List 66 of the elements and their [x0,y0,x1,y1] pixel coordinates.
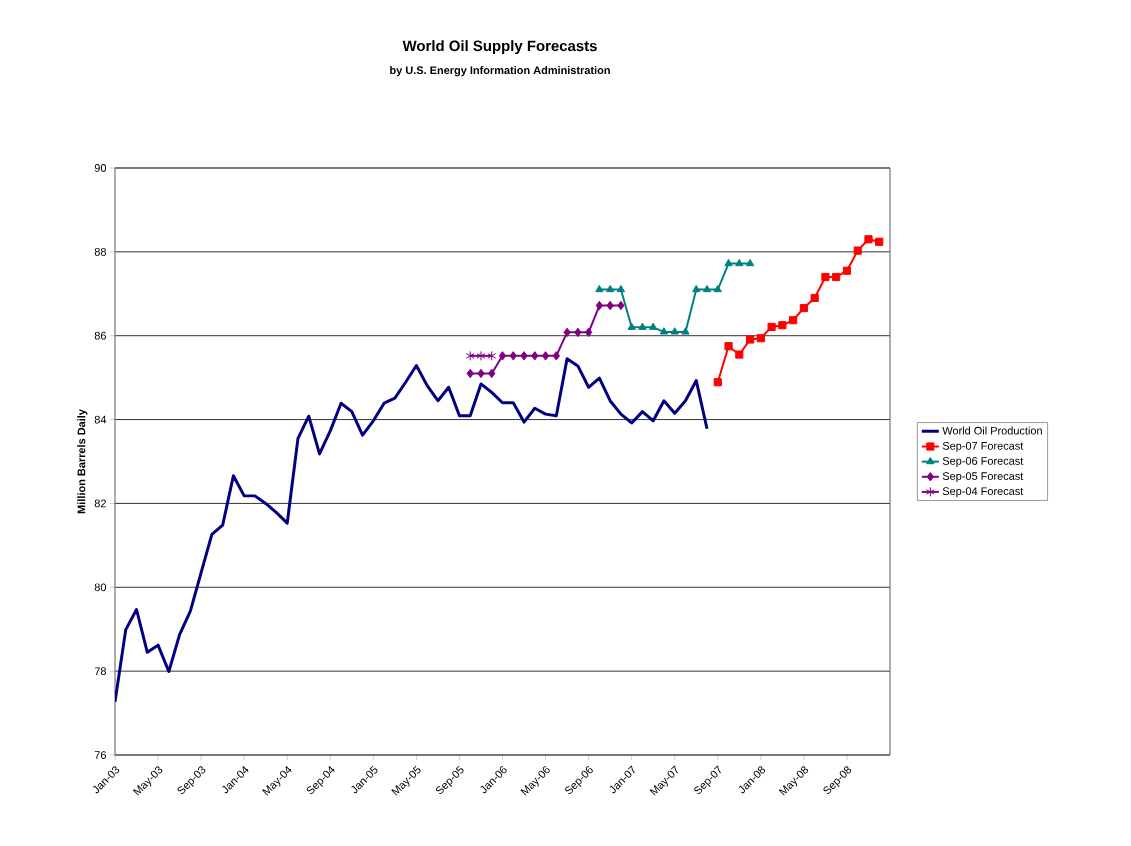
point [713,284,722,293]
legend-label: Sep-05 Forecast [942,472,1024,483]
point [574,327,582,338]
point [821,272,830,282]
legend-label: Sep-06 Forecast [942,457,1024,467]
y-tick-label: 76 [94,751,106,759]
point [853,246,862,255]
point [563,327,571,338]
point [702,284,712,293]
point [756,334,765,343]
point [692,284,701,293]
point [616,284,626,293]
point [638,322,647,330]
line-series [115,357,709,704]
chart-subtitle: by U.S. Energy Information Administration [390,66,610,77]
point [670,327,679,335]
point [875,237,884,246]
point [606,300,614,311]
y-tick-label: 84 [94,415,107,424]
point [745,335,755,344]
point [799,303,808,313]
legend-label: World Oil Production [942,426,1042,435]
point [552,351,560,361]
y-tick-label: 82 [94,499,106,508]
point [476,350,486,361]
point [842,266,852,275]
y-tick-label: 88 [94,247,106,256]
point [487,350,497,361]
y-tick-label: 90 [94,164,107,172]
point [767,322,776,331]
point [509,351,517,361]
point [606,284,615,293]
point [724,342,733,351]
point [745,258,755,267]
point [595,284,604,293]
legend-label: Sep-04 Forecast [942,487,1024,498]
point [724,258,733,267]
y-axis-title: Million Barrels Daily [77,409,88,514]
point [735,350,744,359]
legend-label: Sep-07 Forecast [942,441,1024,452]
point [520,351,528,361]
chart-title: World Oil Supply Forecasts [402,40,597,55]
point [531,351,539,361]
point [584,327,593,338]
point [681,327,690,335]
point [778,321,787,330]
point [466,368,474,379]
point [789,316,798,325]
point [864,235,873,244]
point [713,378,722,387]
point [595,300,604,311]
y-tick-label: 80 [94,583,107,592]
point [498,351,507,361]
y-tick-label: 86 [94,331,106,340]
point [659,327,669,335]
point [617,300,625,311]
point [541,351,550,361]
point [735,258,744,267]
point [627,322,636,330]
point [488,368,496,379]
y-tick-label: 78 [94,667,106,676]
point [649,322,658,330]
point [810,293,819,303]
point [465,350,475,361]
point [477,368,485,379]
point [832,272,841,282]
